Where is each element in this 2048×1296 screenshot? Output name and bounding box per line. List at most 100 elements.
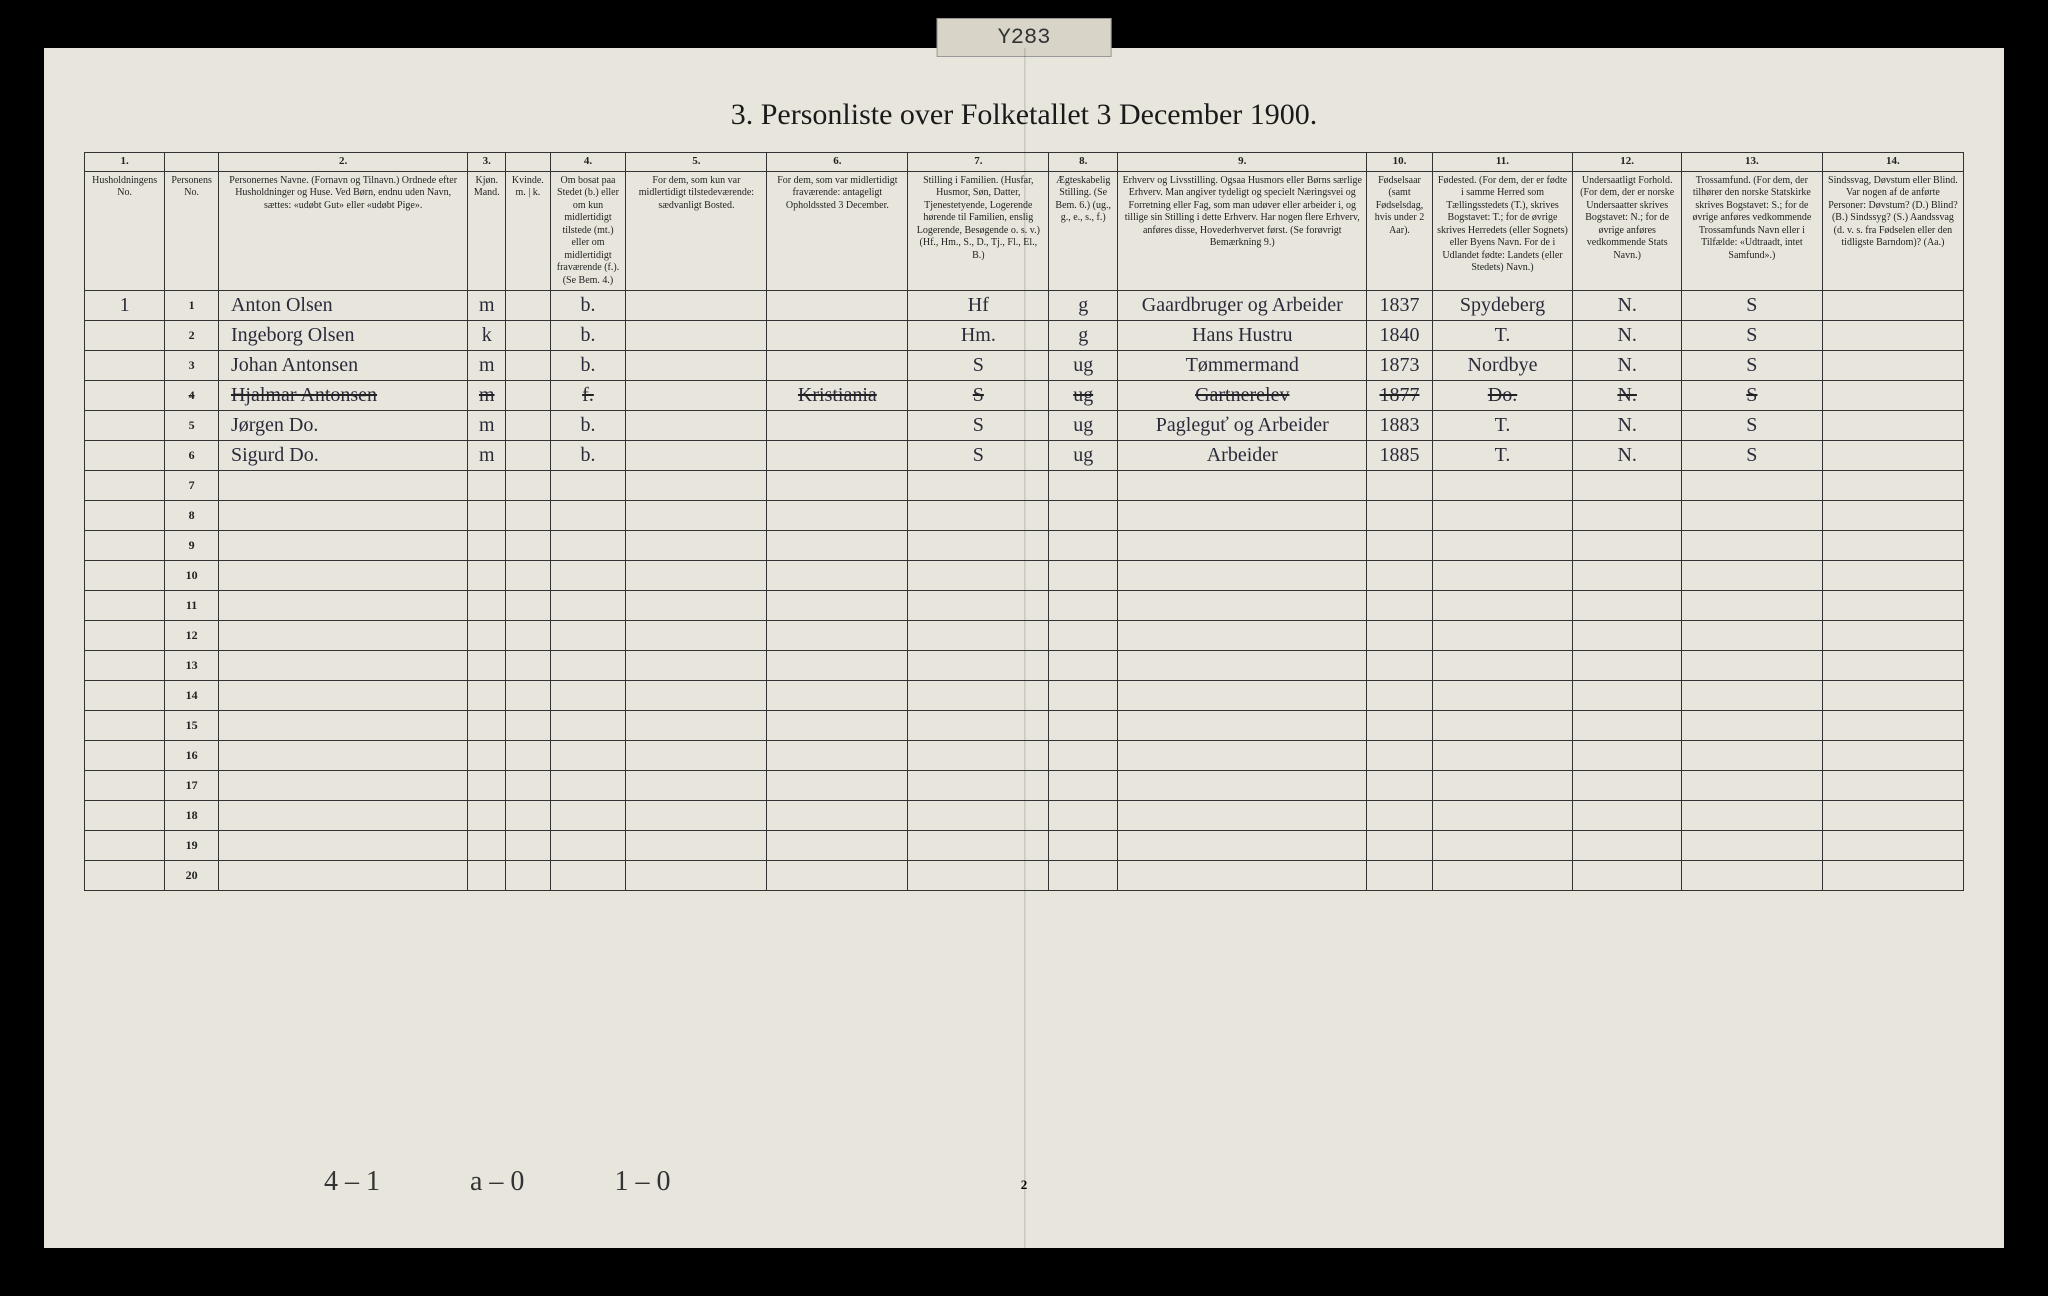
census-page: Y283 3. Personliste over Folketallet 3 D…: [44, 48, 2004, 1248]
cell-empty: [506, 561, 550, 591]
cell-year: 1840: [1367, 321, 1432, 351]
cell-sex: m: [468, 441, 506, 471]
column-header: Undersaatligt Forhold. (For dem, der er …: [1573, 171, 1681, 291]
cell-birthplace: T.: [1432, 441, 1573, 471]
column-number: 10.: [1367, 153, 1432, 172]
column-header: Ægteskabelig Stilling. (Se Bem. 6.) (ug.…: [1049, 171, 1118, 291]
cell-empty: [1049, 531, 1118, 561]
cell-empty: [1573, 741, 1681, 771]
cell-empty: [506, 471, 550, 501]
cell-empty: [1681, 651, 1822, 681]
cell-empty: [1049, 801, 1118, 831]
cell-empty: [550, 561, 626, 591]
cell-empty: [506, 711, 550, 741]
cell-empty: [468, 771, 506, 801]
cell-occ: Tømmermand: [1118, 351, 1367, 381]
cell-empty: [218, 621, 467, 651]
cell-empty: [506, 621, 550, 651]
cell-empty: [1118, 591, 1367, 621]
cell-empty: [767, 561, 908, 591]
cell-empty: [550, 711, 626, 741]
footer-tally: 4 – 1: [324, 1166, 380, 1198]
column-header: Husholdningens No.: [85, 171, 165, 291]
cell-empty: [1681, 711, 1822, 741]
cell-empty: [1822, 561, 1963, 591]
cell-empty: 11: [165, 591, 219, 621]
cell-empty: [1432, 831, 1573, 861]
cell-faith: S: [1681, 411, 1822, 441]
cell-empty: [1573, 591, 1681, 621]
cell-empty: [1118, 771, 1367, 801]
cell-empty: [908, 651, 1049, 681]
column-header: Fødested. (For dem, der er fødte i samme…: [1432, 171, 1573, 291]
cell-hh: [85, 441, 165, 471]
cell-empty: [218, 591, 467, 621]
cell-empty: [767, 831, 908, 861]
cell-empty: [218, 741, 467, 771]
cell-empty: [626, 861, 767, 891]
footer-tally: 1 – 0: [614, 1166, 670, 1198]
cell-empty: 18: [165, 801, 219, 831]
cell-empty: [908, 561, 1049, 591]
cell-empty: [626, 471, 767, 501]
cell-empty: [550, 651, 626, 681]
cell-empty: [1367, 741, 1432, 771]
column-header: Personens No.: [165, 171, 219, 291]
cell-nat: N.: [1573, 441, 1681, 471]
cell-empty: [85, 501, 165, 531]
cell-empty: [85, 531, 165, 561]
cell-abs: [767, 411, 908, 441]
cell-empty: [1822, 801, 1963, 831]
cell-empty: [908, 831, 1049, 861]
cell-sex: m: [468, 351, 506, 381]
cell-mar: ug: [1049, 381, 1118, 411]
cell-nat: N.: [1573, 291, 1681, 321]
cell-empty: [468, 561, 506, 591]
column-number: 12.: [1573, 153, 1681, 172]
cell-empty: 19: [165, 831, 219, 861]
cell-empty: [550, 681, 626, 711]
cell-name: Anton Olsen: [218, 291, 467, 321]
cell-empty: 14: [165, 681, 219, 711]
cell-faith: S: [1681, 291, 1822, 321]
column-number: [165, 153, 219, 172]
cell-empty: [468, 681, 506, 711]
cell-empty: [1573, 861, 1681, 891]
cell-abs: [767, 441, 908, 471]
cell-sex: m: [468, 381, 506, 411]
cell-empty: [218, 801, 467, 831]
cell-empty: [218, 711, 467, 741]
cell-blank: [506, 291, 550, 321]
cell-empty: [1118, 741, 1367, 771]
cell-tmp: [626, 321, 767, 351]
cell-empty: [1681, 831, 1822, 861]
cell-empty: [1573, 531, 1681, 561]
footer-tally: a – 0: [470, 1166, 524, 1198]
cell-empty: [85, 681, 165, 711]
cell-empty: [468, 801, 506, 831]
cell-empty: [1049, 591, 1118, 621]
cell-empty: 9: [165, 531, 219, 561]
cell-empty: [468, 531, 506, 561]
cell-empty: [1367, 561, 1432, 591]
cell-empty: [1049, 651, 1118, 681]
cell-no: 5: [165, 411, 219, 441]
cell-no: 4: [165, 381, 219, 411]
cell-empty: [908, 621, 1049, 651]
cell-empty: [767, 651, 908, 681]
cell-empty: [506, 531, 550, 561]
cell-nat: N.: [1573, 351, 1681, 381]
cell-empty: [626, 771, 767, 801]
cell-year: 1885: [1367, 441, 1432, 471]
cell-dis: [1822, 411, 1963, 441]
cell-abs: [767, 321, 908, 351]
cell-nat: N.: [1573, 321, 1681, 351]
cell-empty: [1049, 501, 1118, 531]
cell-empty: [1432, 741, 1573, 771]
cell-empty: [1573, 711, 1681, 741]
cell-mar: ug: [1049, 351, 1118, 381]
column-number: 7.: [908, 153, 1049, 172]
cell-empty: [1573, 651, 1681, 681]
cell-res: b.: [550, 321, 626, 351]
cell-empty: [1049, 861, 1118, 891]
